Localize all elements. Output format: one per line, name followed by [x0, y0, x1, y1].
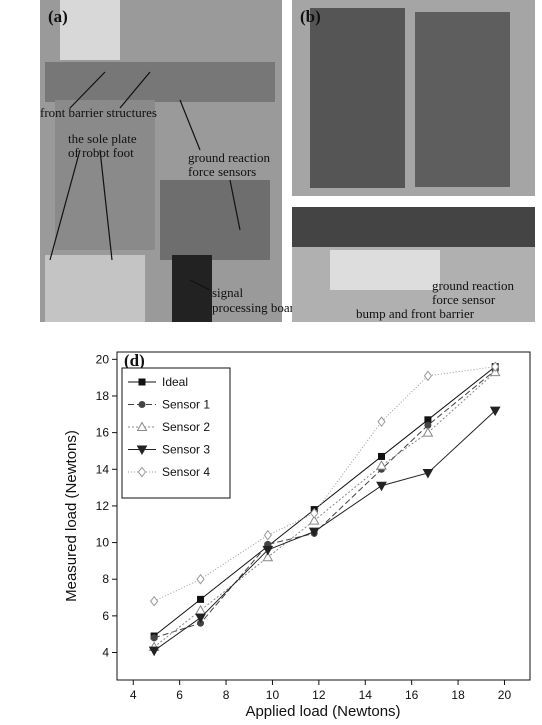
marker [377, 482, 386, 490]
photo-detail [45, 255, 145, 322]
marker [264, 531, 271, 540]
legend-label: Sensor 3 [162, 443, 210, 457]
x-tick-label: 10 [266, 688, 280, 702]
y-tick-label: 6 [102, 609, 109, 623]
photo-label: force sensor [432, 292, 496, 307]
marker [377, 461, 386, 469]
panel-tag: (b) [300, 7, 321, 26]
y-tick-label: 20 [96, 352, 110, 366]
x-tick-label: 6 [176, 688, 183, 702]
figure: (a) front barrier structures the sole pl… [0, 0, 542, 725]
y-tick-label: 16 [96, 426, 110, 440]
marker [196, 606, 205, 614]
x-tick-label: 16 [405, 688, 419, 702]
marker [196, 614, 205, 622]
photo-label: processing board [212, 300, 301, 315]
photo-label: ground reaction [188, 150, 270, 165]
y-tick-label: 18 [96, 389, 110, 403]
photo-detail [292, 207, 535, 247]
photo-detail [330, 250, 440, 290]
marker [150, 647, 159, 655]
legend-marker [139, 379, 146, 386]
marker [197, 575, 204, 584]
chart: (d) Applied load (Newtons) Measured load… [63, 351, 530, 720]
photo-detail [160, 180, 270, 260]
photo-label: force sensors [188, 164, 256, 179]
legend-marker [139, 401, 146, 408]
x-tick-label: 18 [451, 688, 465, 702]
photo-detail [60, 0, 120, 60]
y-tick-label: 10 [96, 536, 110, 550]
legend-label: Sensor 4 [162, 465, 210, 479]
legend-label: Ideal [162, 375, 188, 389]
marker [378, 417, 385, 426]
photo-label: ground reaction [432, 278, 514, 293]
y-tick-label: 8 [102, 572, 109, 586]
y-axis-label: Measured load (Newtons) [63, 430, 80, 602]
photo-detail [310, 8, 405, 188]
photo-c: ground reaction force sensor bump and fr… [292, 207, 535, 322]
marker [151, 634, 158, 641]
y-tick-label: 14 [96, 462, 110, 476]
photo-detail [55, 100, 155, 250]
y-tick-label: 4 [102, 646, 109, 660]
y-tick-label: 12 [96, 499, 110, 513]
x-tick-label: 14 [359, 688, 373, 702]
photo-label: front barrier structures [40, 105, 157, 120]
photo-a: (a) front barrier structures the sole pl… [40, 0, 301, 322]
marker [197, 596, 204, 603]
photo-label: bump and front barrier [356, 306, 475, 321]
photo-label: the sole plate [68, 131, 137, 146]
x-tick-label: 4 [130, 688, 137, 702]
photo-detail [45, 62, 275, 102]
legend-label: Sensor 2 [162, 420, 210, 434]
panel-tag: (a) [48, 7, 68, 26]
marker [378, 453, 385, 460]
marker [424, 371, 431, 380]
photo-label: signal [212, 285, 243, 300]
x-axis-label: Applied load (Newtons) [245, 703, 400, 720]
x-tick-label: 8 [223, 688, 230, 702]
photo-detail [415, 12, 510, 187]
marker [151, 597, 158, 606]
panel-tag: (d) [124, 351, 145, 370]
legend-label: Sensor 1 [162, 398, 210, 412]
x-tick-label: 20 [498, 688, 512, 702]
x-tick-label: 12 [312, 688, 326, 702]
photo-b: (b) [292, 0, 535, 196]
